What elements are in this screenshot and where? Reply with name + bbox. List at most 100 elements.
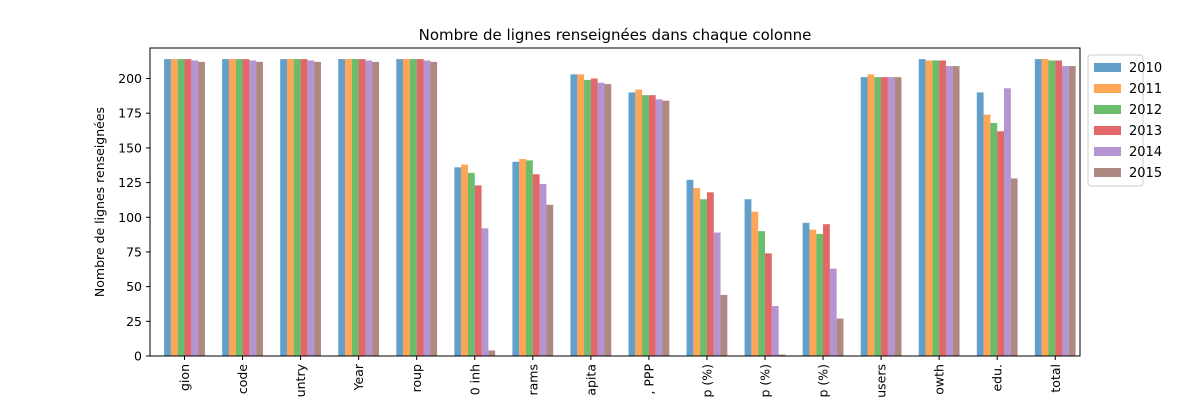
bar-2012-1 — [235, 59, 243, 356]
bar-2012-11 — [816, 233, 824, 356]
bar-2014-12 — [887, 77, 895, 356]
bar-2010-8 — [628, 92, 636, 357]
x-tick-label: owth — [932, 364, 947, 395]
bar-2012-2 — [293, 59, 301, 356]
legend: 2010 2011 2012 2013 2014 2015 — [1087, 54, 1162, 187]
bars-group — [164, 59, 1076, 357]
legend-label: 2013 — [1129, 124, 1162, 139]
y-tick-label: 200 — [118, 71, 142, 86]
x-tick-label: p (%) — [816, 364, 831, 398]
legend-label: 2012 — [1129, 103, 1162, 118]
bar-2012-5 — [467, 172, 475, 356]
bar-2013-0 — [184, 59, 192, 356]
bar-2015-2 — [314, 61, 321, 357]
bar-2010-15 — [1034, 59, 1042, 356]
bar-2013-15 — [1055, 60, 1063, 357]
x-tick-label: p (%) — [699, 364, 714, 398]
bar-2011-11 — [809, 229, 817, 356]
bar-2014-9 — [713, 232, 721, 356]
bar-2010-3 — [338, 59, 346, 356]
legend-swatch — [1094, 126, 1121, 135]
bar-2014-10 — [771, 306, 779, 356]
legend-label: 2014 — [1129, 145, 1162, 160]
bar-2013-1 — [242, 59, 250, 356]
legend-label: 2011 — [1129, 82, 1162, 97]
bar-2012-0 — [177, 59, 185, 356]
bar-2015-9 — [720, 294, 728, 356]
bar-2013-6 — [532, 174, 540, 356]
bar-2010-4 — [396, 59, 404, 356]
legend-swatch — [1094, 168, 1121, 177]
x-tick-label: untry — [293, 363, 308, 397]
bar-2014-0 — [191, 60, 199, 357]
bar-2013-12 — [881, 77, 888, 356]
bar-2013-14 — [997, 131, 1004, 356]
y-tick-label: 150 — [118, 140, 142, 155]
bar-2014-4 — [423, 60, 431, 357]
legend-swatch — [1094, 84, 1121, 93]
y-tick-label: 50 — [126, 279, 142, 294]
y-tick-label: 25 — [126, 314, 142, 329]
bar-2013-3 — [358, 59, 366, 356]
bar-2015-10 — [778, 354, 786, 356]
bar-2012-6 — [526, 160, 533, 356]
bar-2010-5 — [454, 167, 462, 356]
legend-swatch — [1094, 105, 1121, 114]
plot-frame — [149, 47, 1081, 357]
bar-2011-2 — [287, 59, 294, 356]
bar-2012-8 — [642, 95, 649, 357]
y-axis-label: Nombre de lignes renseignées — [92, 107, 107, 297]
x-axis-ticks: gion code untry Year roup 0 inh rams apita , PPP… — [177, 356, 1063, 398]
y-tick-label: 100 — [118, 210, 142, 225]
bar-2015-1 — [256, 61, 263, 357]
bar-2013-10 — [765, 253, 772, 356]
x-tick-label: apita — [583, 364, 598, 396]
bar-2011-12 — [867, 74, 875, 357]
bar-2011-15 — [1041, 59, 1049, 356]
legend-swatch — [1094, 147, 1121, 156]
chart-title: Nombre de lignes renseignées dans chaque… — [419, 26, 812, 44]
bar-2015-12 — [894, 77, 902, 356]
bar-2013-9 — [706, 192, 714, 356]
bar-2010-7 — [570, 74, 578, 357]
bar-2014-5 — [481, 228, 489, 356]
bar-2014-11 — [829, 268, 837, 356]
x-tick-label: 0 inh — [467, 364, 482, 395]
bar-2014-3 — [365, 60, 373, 357]
bar-2015-4 — [430, 61, 438, 357]
bar-2010-13 — [918, 59, 926, 356]
bar-2012-3 — [351, 59, 359, 356]
bar-2011-13 — [925, 60, 933, 357]
x-tick-label: users — [874, 364, 889, 398]
bar-2011-8 — [635, 89, 643, 357]
bar-2011-5 — [461, 164, 468, 356]
bar-2011-9 — [693, 188, 701, 356]
bar-2011-6 — [519, 158, 526, 356]
bar-2011-0 — [170, 59, 178, 356]
bar-2010-0 — [164, 59, 171, 356]
bar-2010-6 — [512, 161, 520, 356]
bar-2015-15 — [1068, 66, 1076, 356]
bar-2015-5 — [488, 350, 496, 356]
y-tick-label: 125 — [118, 175, 142, 190]
bar-2015-11 — [836, 318, 844, 356]
bar-2013-4 — [416, 59, 424, 356]
y-axis-ticks: 0 25 50 75 100 125 150 175 200 — [118, 71, 150, 364]
bar-2012-10 — [758, 231, 765, 356]
y-tick-label: 75 — [126, 244, 142, 259]
legend-label: 2010 — [1129, 61, 1162, 76]
bar-2012-4 — [409, 59, 417, 356]
bar-2014-14 — [1004, 88, 1011, 356]
x-tick-label: p (%) — [758, 364, 773, 398]
x-tick-label: rams — [525, 364, 540, 396]
bar-2011-4 — [403, 59, 410, 356]
x-tick-label: Year — [351, 363, 366, 391]
bar-2014-7 — [597, 82, 605, 357]
bar-2013-2 — [300, 59, 308, 356]
x-tick-label: total — [1048, 364, 1063, 393]
bar-2014-8 — [655, 99, 663, 356]
bar-2010-10 — [744, 199, 752, 356]
y-tick-label: 0 — [134, 349, 142, 364]
